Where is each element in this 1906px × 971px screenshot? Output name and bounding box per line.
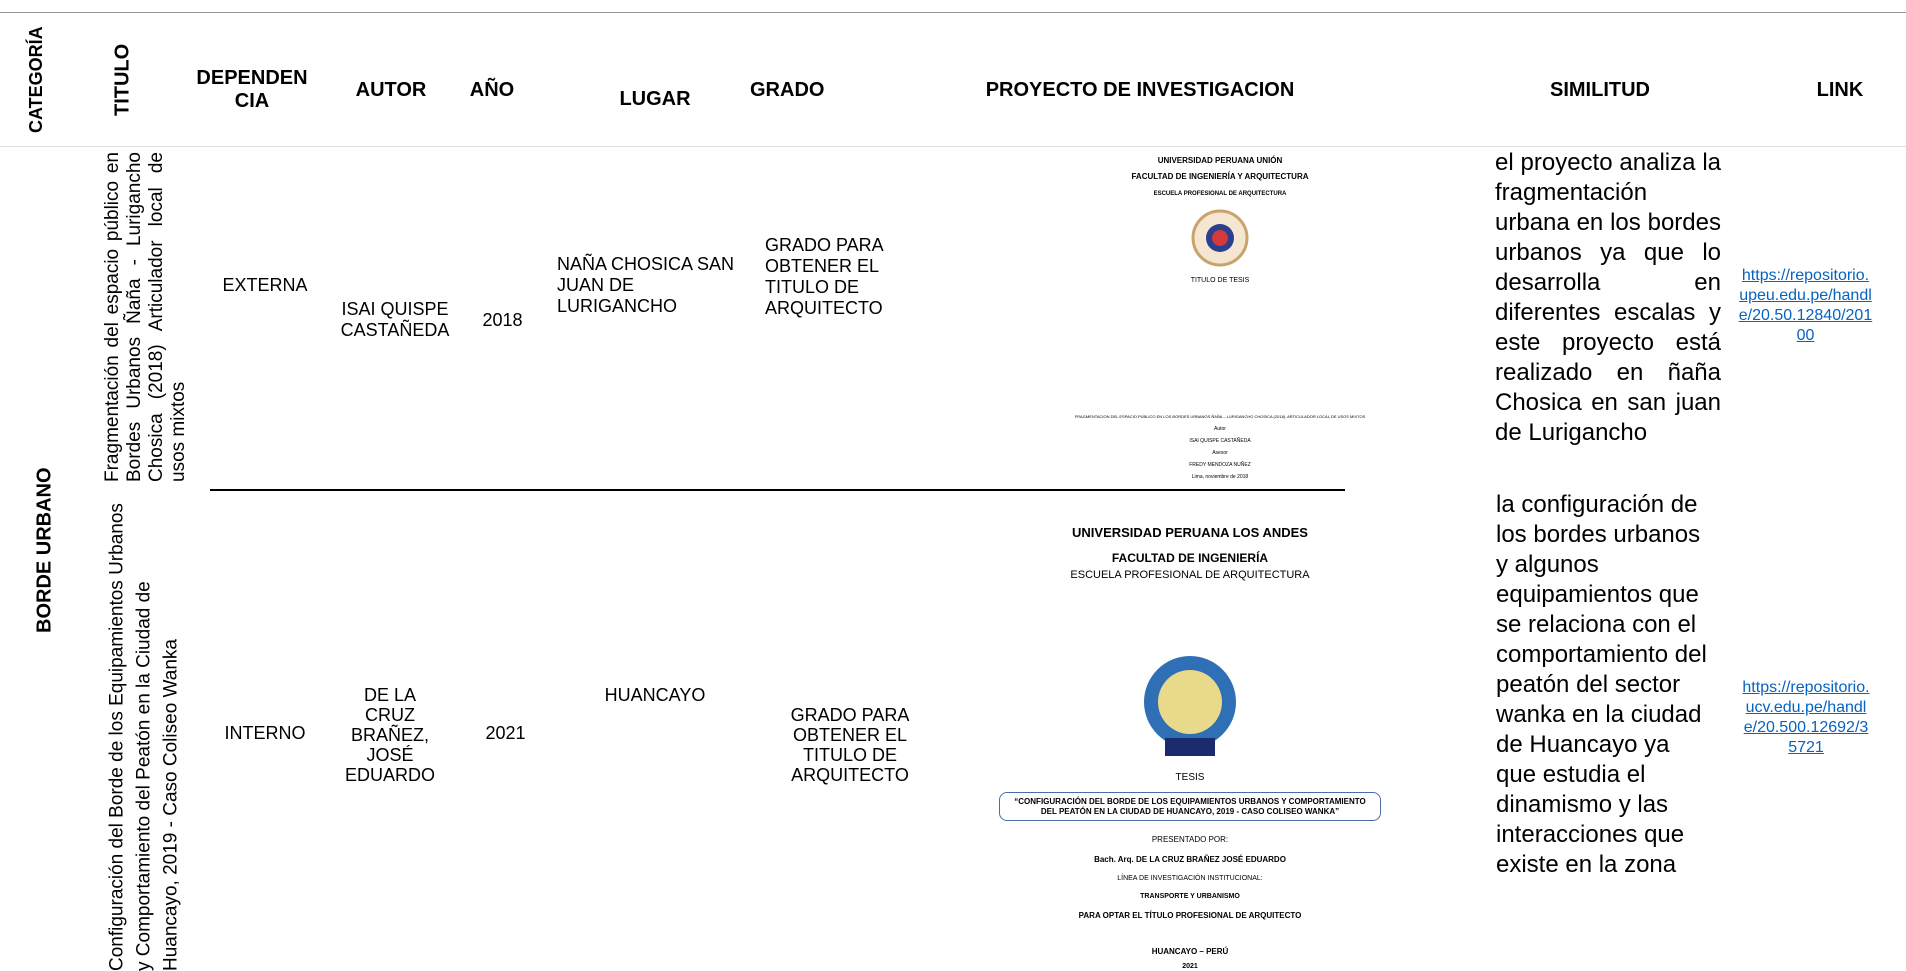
thesis-cover: UNIVERSIDAD PERUANA LOS ANDES FACULTAD DE… (999, 525, 1381, 971)
cover-line: Lima, noviembre de 2018 (1191, 474, 1249, 480)
autor: ISAI QUISPE CASTAÑEDA (340, 299, 450, 340)
cover-line: HUANCAYO – PERÚ (1151, 946, 1229, 956)
link[interactable]: https://repositorio.ucv.edu.pe/handle/20… (1742, 679, 1870, 756)
header-cell: GRADO (750, 78, 825, 101)
header-cell: DEPENDENCIA (196, 67, 308, 112)
cover-line: TESIS (1175, 772, 1205, 784)
header-cell: LINK (1816, 78, 1864, 101)
cover-line: TITULO DE TESIS (1190, 276, 1250, 284)
lugar: HUANCAYO (604, 684, 706, 705)
cover-line: TRANSPORTE Y URBANISMO (1140, 892, 1240, 900)
rule (0, 146, 1906, 149)
header-cell: TITULO (111, 43, 134, 117)
cover-line: PRESENTADO POR: (1151, 835, 1229, 845)
header-cell: AÑO (469, 78, 515, 101)
logo (1144, 656, 1236, 757)
titulo: Fragmentación del espacio público en Bor… (102, 152, 189, 482)
lugar: NAÑA CHOSICA SAN JUAN DE LURIGANCHO (557, 253, 735, 316)
cover-line: “CONFIGURACIÓN DEL BORDE DE LOS EQUIPAMI… (999, 792, 1381, 822)
cover-line: FRAGMENTACION DEL ESPACIO PÚBLICO EN LOS… (1074, 414, 1366, 420)
cover-line: PARA OPTAR EL TÍTULO PROFESIONAL DE ARQU… (1078, 911, 1302, 921)
category: BORDE URBANO (33, 467, 56, 633)
autor: DE LA CRUZ BRAÑEZ, JOSÉ EDUARDO (344, 685, 435, 785)
cover-line: UNIVERSIDAD PERUANA LOS ANDES (1072, 525, 1308, 540)
cover-line: ESCUELA PROFESIONAL DE ARQUITECTURA (1070, 568, 1310, 581)
anio: 2021 (485, 722, 526, 743)
cover-line: ISAI QUISPE CASTAÑEDA (1189, 438, 1251, 444)
cover-line: FREDY MENDOZA NUÑEZ (1189, 462, 1251, 468)
titulo: Configuración del Borde de los Equipamie… (106, 503, 182, 971)
cover-line: 2021 (1182, 962, 1198, 970)
cover-line: FACULTAD DE INGENIERÍA Y ARQUITECTURA (1131, 171, 1309, 181)
similitud: la configuración de los bordes urbanos y… (1496, 491, 1707, 878)
cover-line: Bach. Arq. DE LA CRUZ BRAÑEZ JOSÉ EDUARD… (1094, 854, 1286, 864)
header-cell: AUTOR (355, 78, 427, 101)
header-cell: PROYECTO DE INVESTIGACION (985, 78, 1295, 101)
thesis-cover: UNIVERSIDAD PERUANA UNIÓN FACULTAD DE ING… (1020, 156, 1420, 486)
rule (210, 489, 1345, 491)
grado: GRADO PARA OBTENER EL TITULO DE ARQUITEC… (790, 705, 910, 785)
cover-line: UNIVERSIDAD PERUANA UNIÓN (1157, 156, 1283, 165)
cover-line: LÍNEA DE INVESTIGACIÓN INSTITUCIONAL: (1117, 874, 1263, 882)
dependencia: EXTERNA (222, 274, 308, 295)
cover-line: Asesor (1212, 450, 1228, 456)
link[interactable]: https://repositorio.upeu.edu.pe/handle/2… (1738, 267, 1873, 344)
cover-line: ESCUELA PROFESIONAL DE ARQUITECTURA (1153, 191, 1287, 198)
similitud: el proyecto analiza la fragmentación urb… (1495, 149, 1721, 446)
anio: 2018 (482, 309, 523, 330)
header-cell: SIMILITUD (1550, 78, 1650, 101)
logo (1191, 209, 1249, 267)
grado: GRADO PARA OBTENER EL TITULO DE ARQUITEC… (765, 235, 883, 318)
cover-line: Autor (1214, 426, 1226, 432)
rule (0, 12, 1906, 13)
dependencia: INTERNO (224, 722, 306, 743)
cover-line: FACULTAD DE INGENIERÍA (1111, 550, 1269, 565)
header-cell: CATEGORÍA (26, 26, 46, 134)
header-cell: LUGAR (619, 87, 691, 110)
